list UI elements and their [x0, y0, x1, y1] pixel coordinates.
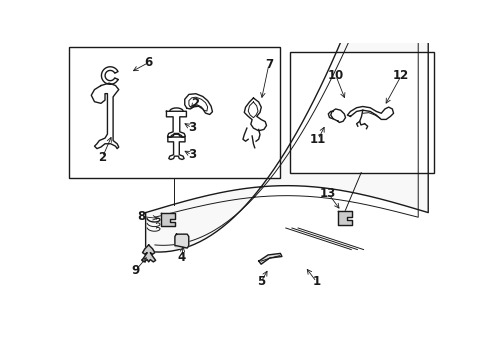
- Polygon shape: [168, 137, 185, 159]
- Text: 4: 4: [178, 251, 186, 264]
- Text: 5: 5: [257, 275, 265, 288]
- Text: 12: 12: [393, 69, 410, 82]
- Polygon shape: [185, 94, 213, 114]
- Bar: [290, 53, 434, 172]
- Polygon shape: [338, 211, 352, 225]
- Polygon shape: [259, 253, 282, 264]
- Text: 3: 3: [188, 121, 196, 134]
- Text: 2: 2: [191, 97, 199, 110]
- Polygon shape: [331, 109, 345, 122]
- Text: 1: 1: [313, 275, 320, 288]
- Text: 2: 2: [98, 150, 107, 164]
- Polygon shape: [146, 0, 428, 252]
- Polygon shape: [107, 80, 113, 87]
- Text: 7: 7: [265, 58, 273, 71]
- Text: 3: 3: [188, 148, 196, 161]
- Polygon shape: [167, 111, 186, 137]
- Polygon shape: [347, 107, 393, 120]
- Text: 13: 13: [320, 187, 336, 200]
- Text: 8: 8: [137, 210, 145, 223]
- Text: 11: 11: [310, 133, 326, 146]
- Polygon shape: [101, 67, 118, 84]
- Polygon shape: [142, 245, 156, 262]
- Polygon shape: [91, 83, 119, 149]
- Polygon shape: [175, 234, 189, 248]
- Text: 10: 10: [328, 69, 344, 82]
- Polygon shape: [161, 213, 175, 226]
- Text: 9: 9: [131, 264, 140, 277]
- Polygon shape: [245, 98, 267, 131]
- Text: 6: 6: [145, 56, 153, 69]
- Bar: [69, 47, 280, 178]
